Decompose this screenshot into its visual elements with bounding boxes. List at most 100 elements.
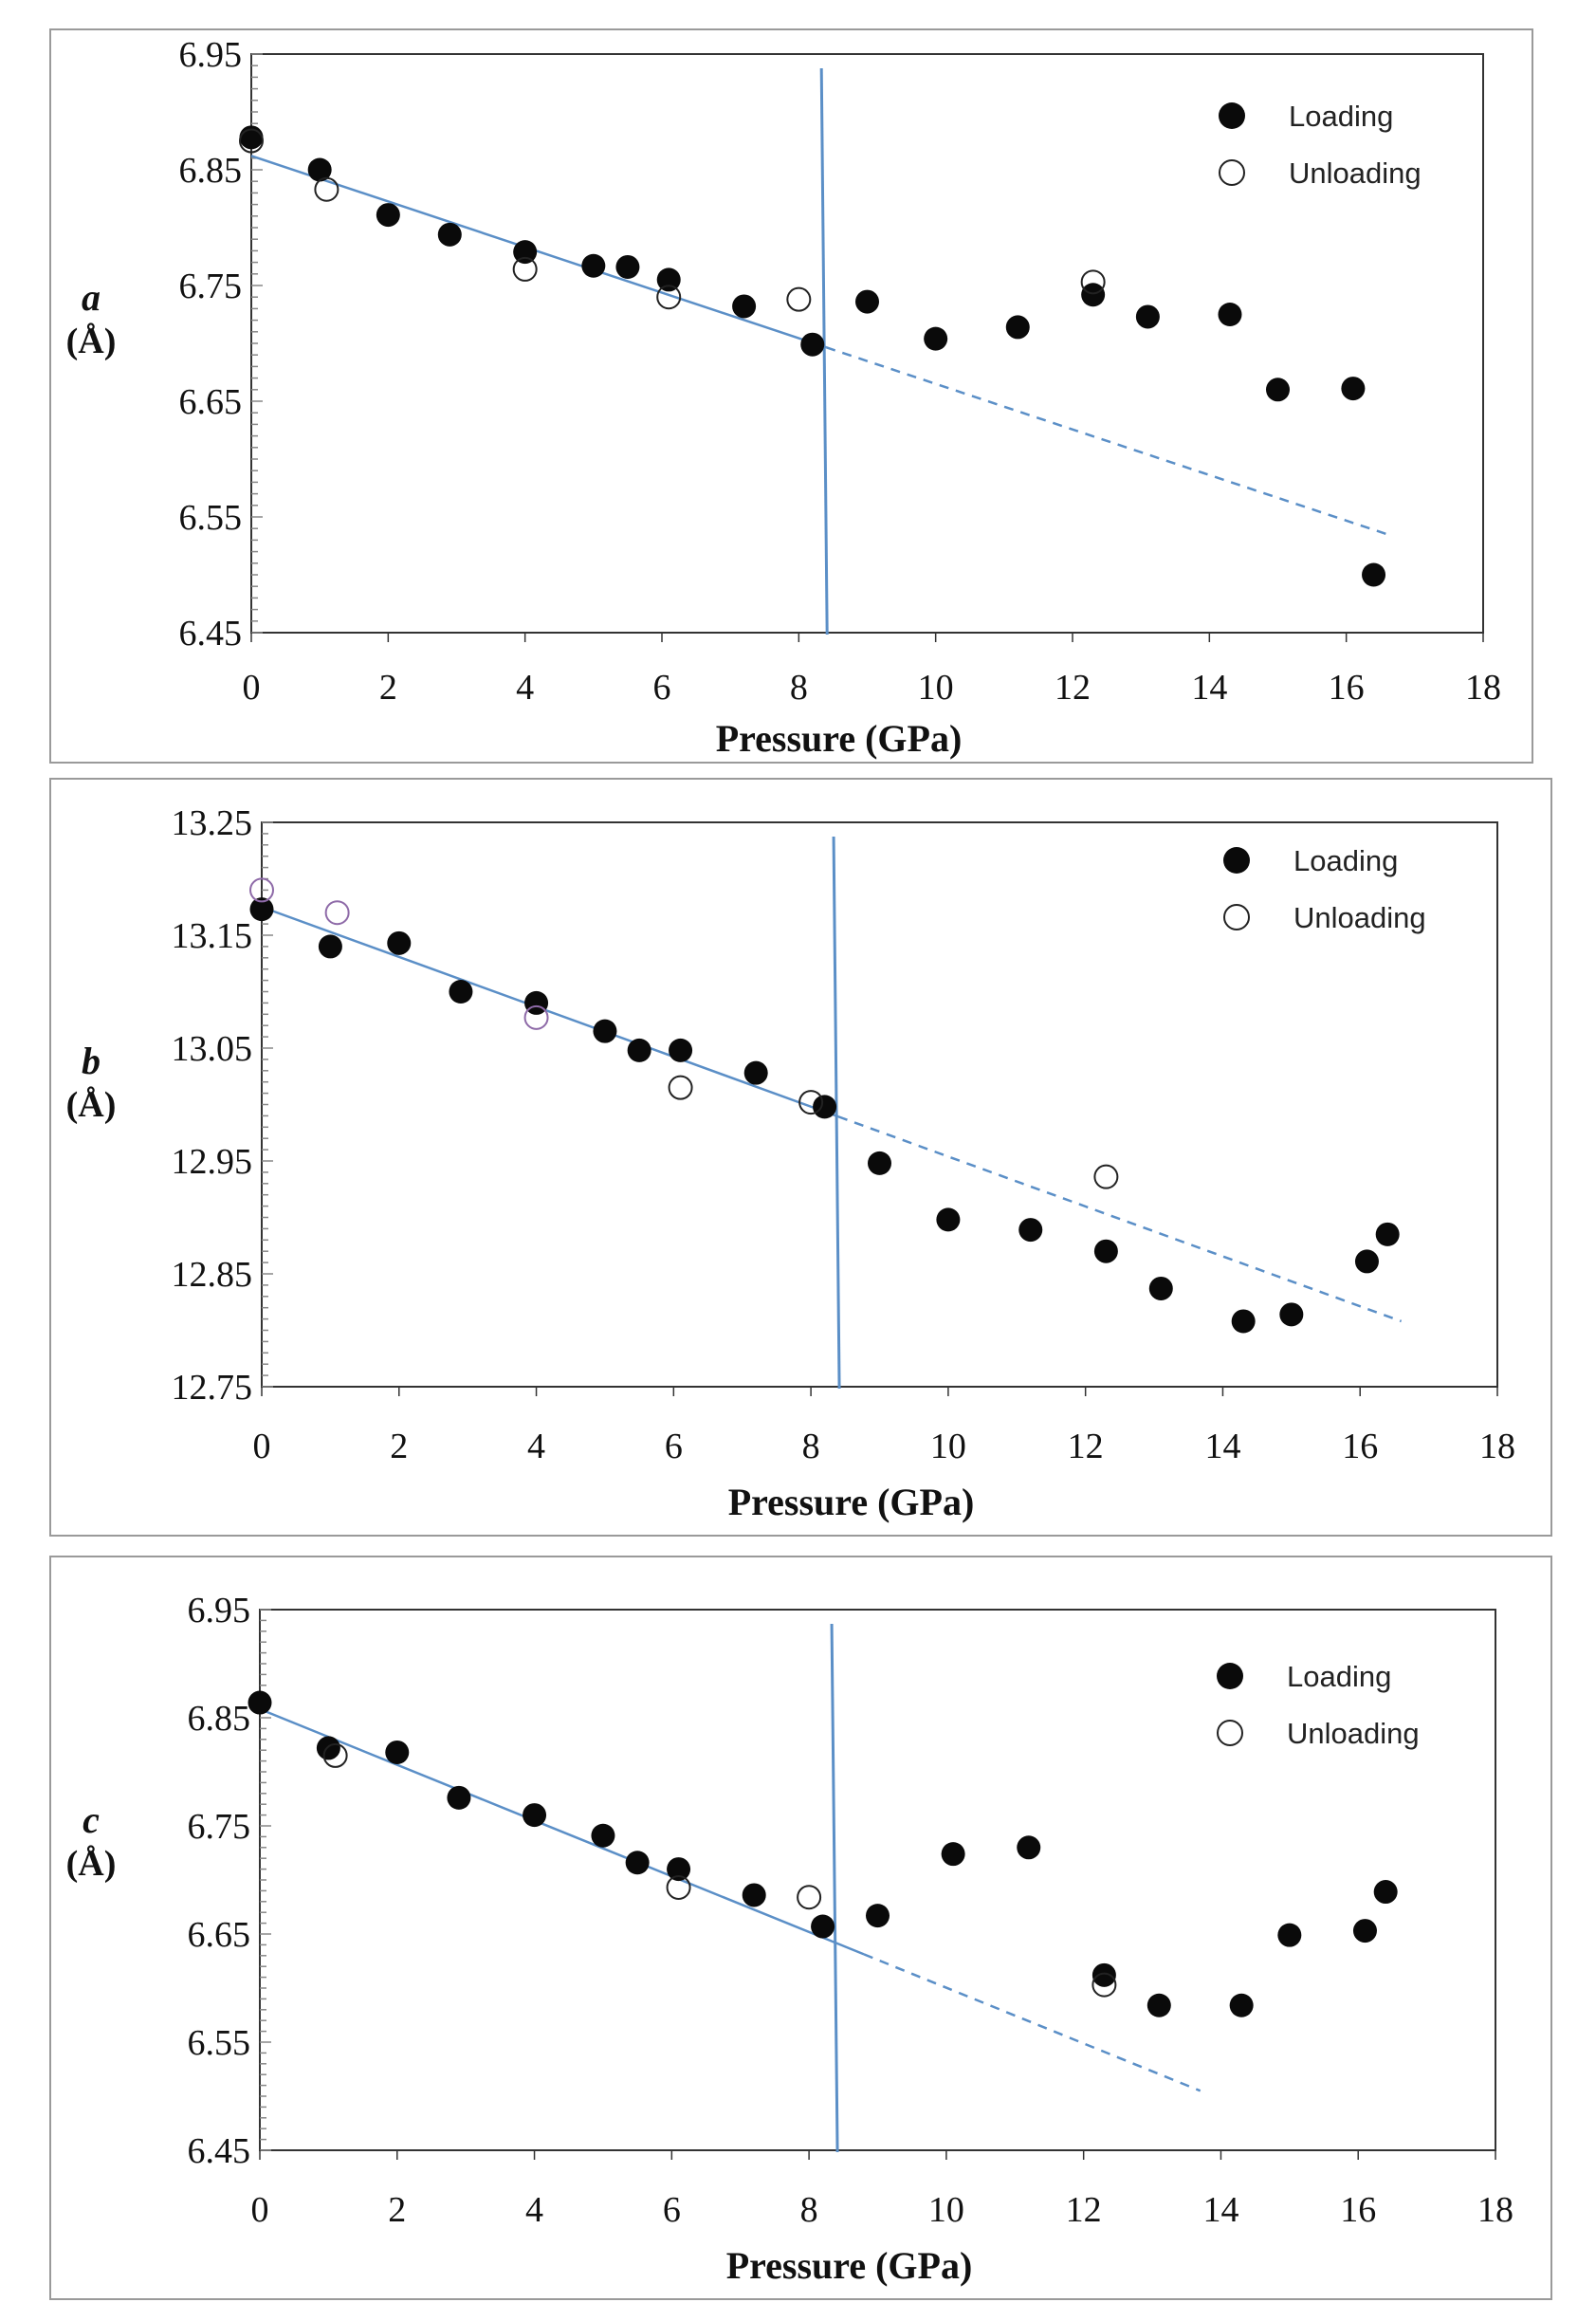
chart-b-loading-point — [449, 980, 473, 1004]
chart-a-loading-point — [1081, 283, 1106, 307]
chart-c-fit-line-solid — [259, 1707, 865, 1956]
chart-a-x-tick-label: 12 — [1055, 668, 1091, 708]
chart-c-loading-point — [742, 1883, 766, 1907]
chart-a-y-axis-variable: a — [82, 276, 101, 319]
chart-b-loading-point — [1018, 1218, 1043, 1243]
chart-b-unloading-point — [798, 1090, 824, 1115]
chart-a: 6.45 6.55 6.65 6.75 6.85 6.95 0 2 4 6 8 10 12 14 16 18 P… — [66, 35, 1501, 760]
chart-b-transition-line — [832, 836, 841, 1390]
chart-c-x-tick-label: 0 — [251, 2190, 269, 2230]
chart-c-fit-line-dashed — [863, 1953, 1202, 2092]
chart-b-y-tick-label: 13.05 — [172, 1029, 253, 1069]
chart-b-y-tick-label: 12.95 — [172, 1142, 253, 1182]
chart-a-loading-point — [1341, 377, 1366, 401]
chart-b-x-tick-label: 18 — [1479, 1427, 1515, 1466]
chart-a-loading-point — [924, 326, 948, 351]
chart-a-y-axis-unit: (Å) — [66, 322, 117, 361]
chart-b-loading-point — [627, 1038, 651, 1062]
chart-c-y-tick-label: 6.85 — [188, 1699, 251, 1739]
chart-c-y-tick-label: 6.55 — [188, 2023, 251, 2063]
chart-c-legend-unloading-marker — [1217, 1720, 1243, 1746]
chart-c-loading-point — [1147, 1993, 1171, 2017]
chart-b-fit-line-solid — [261, 906, 839, 1118]
chart-c-legend-loading-marker — [1217, 1663, 1243, 1689]
chart-a-loading-point — [307, 157, 332, 182]
chart-c-x-tick-label: 14 — [1202, 2190, 1238, 2230]
chart-c-loading-point — [1092, 1962, 1116, 1987]
chart-c-legend-unloading-label: Unloading — [1287, 1717, 1420, 1750]
chart-b-x-tick-label: 12 — [1068, 1427, 1104, 1466]
chart-b-loading-point — [743, 1060, 768, 1085]
chart-a-unloading-point — [1080, 269, 1106, 295]
chart-b-unloading-point — [523, 1004, 549, 1030]
chart-a-legend-loading-marker — [1219, 102, 1245, 129]
chart-c-loading-point — [316, 1736, 340, 1760]
chart-c-loading-point — [1017, 1835, 1041, 1860]
chart-a-loading-point — [376, 203, 400, 228]
chart-a-unloading-point — [314, 176, 339, 202]
chart-a-loading-point — [1266, 378, 1290, 402]
chart-b-fit-line-dashed — [837, 1115, 1403, 1323]
chart-b-loading-point — [387, 930, 412, 955]
chart-b-loading-point — [1148, 1276, 1173, 1300]
chart-c-loading-point — [385, 1740, 410, 1764]
chart-c-transition-line — [830, 1623, 839, 2153]
chart-c-x-tick-label: 6 — [663, 2190, 681, 2230]
chart-c-loading-point — [248, 1690, 272, 1715]
chart-c-loading-point — [1229, 1993, 1254, 2017]
chart-b-x-tick-label: 4 — [527, 1427, 545, 1466]
chart-c-y-axis-variable: c — [83, 1798, 100, 1841]
chart-b-y-tick-label: 12.75 — [172, 1368, 253, 1408]
chart-a-x-tick-label: 2 — [379, 668, 397, 708]
chart-panel-b: 12.75 12.85 12.95 13.05 13.15 13.25 0 2 4 6 8 10 12 1… — [49, 778, 1552, 1537]
chart-c-x-tick-label: 18 — [1477, 2190, 1513, 2230]
chart-b-unloading-point — [668, 1075, 693, 1100]
chart-b-x-axis-title: Pressure (GPa) — [728, 1481, 975, 1523]
chart-a-loading-point — [732, 294, 757, 319]
chart-c-loading-point — [625, 1851, 650, 1875]
chart-c-x-tick-label: 4 — [525, 2190, 543, 2230]
chart-c-y-tick-label: 6.95 — [188, 1591, 251, 1630]
chart-a-x-tick-label: 14 — [1191, 668, 1227, 708]
chart-b-x-tick-label: 2 — [390, 1427, 408, 1466]
chart-b: 12.75 12.85 12.95 13.05 13.15 13.25 0 2 4 6 8 10 12 1… — [66, 803, 1515, 1523]
chart-c-y-tick-label: 6.65 — [188, 1915, 251, 1955]
chart-c-x-tick-label: 10 — [928, 2190, 964, 2230]
chart-b-legend-unloading-marker — [1223, 904, 1250, 930]
chart-a-unloading-point — [512, 256, 538, 282]
chart-a-x-axis-title: Pressure (GPa) — [716, 717, 963, 760]
chart-a-x-tick-label: 4 — [516, 668, 534, 708]
chart-a-legend-unloading-marker — [1219, 159, 1245, 186]
chart-a-x-tick-label: 8 — [790, 668, 808, 708]
chart-a-loading-point — [513, 240, 538, 265]
chart-panel-c: 6.45 6.55 6.65 6.75 6.85 6.95 0 2 4 6 8 10 12 14 16 18 P… — [49, 1556, 1552, 2300]
chart-a-x-tick-label: 16 — [1329, 668, 1365, 708]
chart-b-y-tick-label: 13.25 — [172, 803, 253, 843]
chart-b-x-tick-label: 10 — [930, 1427, 966, 1466]
chart-c-loading-point — [667, 1857, 691, 1882]
chart-a-loading-point — [581, 253, 606, 278]
chart-a-unloading-point — [656, 285, 682, 310]
chart-a-transition-line — [819, 67, 829, 636]
chart-b-x-tick-label: 14 — [1204, 1427, 1240, 1466]
chart-a-loading-point — [1362, 562, 1386, 587]
chart-c-unloading-point — [1092, 1972, 1117, 1998]
chart-b-loading-point — [669, 1038, 693, 1062]
chart-b-loading-point — [593, 1019, 617, 1043]
chart-b-x-tick-label: 0 — [253, 1427, 271, 1466]
chart-a-loading-point — [1135, 304, 1160, 329]
chart-b-y-tick-label: 13.15 — [172, 916, 253, 956]
chart-c-y-tick-label: 6.75 — [188, 1807, 251, 1847]
chart-b-x-tick-label: 6 — [665, 1427, 683, 1466]
chart-b-loading-point — [1279, 1302, 1304, 1327]
chart-a-x-tick-label: 6 — [653, 668, 671, 708]
chart-c-y-axis-unit: (Å) — [66, 1844, 117, 1884]
chart-b-loading-point — [813, 1095, 837, 1119]
chart-a-loading-point — [656, 267, 681, 292]
chart-b-loading-point — [1231, 1309, 1256, 1334]
chart-a-y-tick-label: 6.75 — [179, 267, 243, 306]
chart-c-loading-point — [866, 1904, 890, 1928]
chart-a-loading-point — [615, 254, 640, 279]
chart-c-x-tick-label: 2 — [388, 2190, 406, 2230]
chart-b-legend-loading-label: Loading — [1293, 844, 1398, 877]
